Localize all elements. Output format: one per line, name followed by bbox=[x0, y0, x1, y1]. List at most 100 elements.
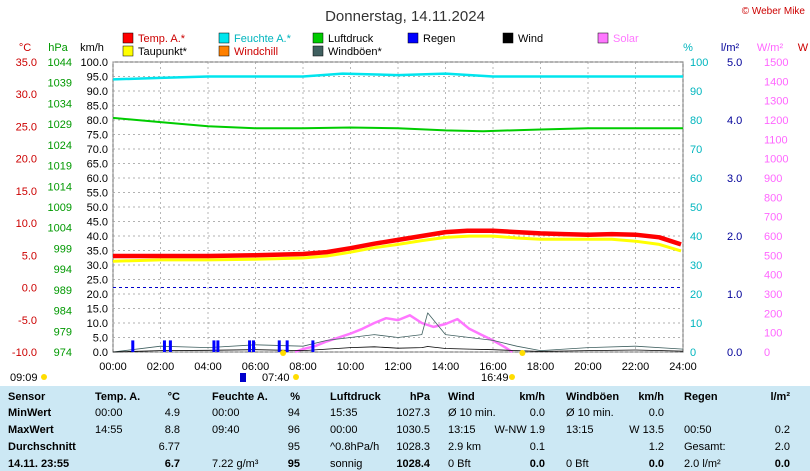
update-sun-icon bbox=[41, 374, 47, 380]
stats-header: Windböen bbox=[566, 391, 620, 403]
stats-cell: W-NW 1.9 bbox=[494, 424, 545, 436]
stats-header: Temp. A. bbox=[95, 391, 141, 403]
tick-label-pressure: 1004 bbox=[48, 223, 72, 235]
tick-label-wind: 25.0 bbox=[87, 275, 108, 287]
stats-cell: 0.0 bbox=[648, 458, 664, 470]
stats-cell: 13:15 bbox=[448, 424, 476, 436]
tick-label-wind: 50.0 bbox=[87, 202, 108, 214]
tick-label-wind: 10.0 bbox=[87, 318, 108, 330]
tick-label-pressure: 1039 bbox=[48, 78, 72, 90]
tick-label-solar: 300 bbox=[764, 289, 782, 301]
stats-header: l/m² bbox=[770, 391, 790, 403]
tick-label-humidity: 40 bbox=[690, 231, 702, 243]
stats-cell: 0.1 bbox=[529, 441, 545, 453]
tick-label-time: 24:00 bbox=[669, 361, 697, 373]
tick-label-wind: 35.0 bbox=[87, 246, 108, 258]
tick-label-pressure: 989 bbox=[54, 285, 72, 297]
rain-bar bbox=[277, 340, 281, 352]
tick-label-wind: 85.0 bbox=[87, 101, 108, 113]
sunrise-label: 07:40 bbox=[262, 372, 290, 384]
tick-label-wind: 75.0 bbox=[87, 130, 108, 142]
stats-header: Sensor bbox=[8, 391, 46, 403]
tick-label-pressure: 999 bbox=[54, 243, 72, 255]
stats-cell: ^0.8hPa/h bbox=[330, 441, 380, 453]
legend: Temp. A.* Feuchte A.* Luftdruck Regen Wind So… bbox=[122, 32, 639, 58]
tick-label-wind: 80.0 bbox=[87, 115, 108, 127]
axis-unit-solar: W/m² bbox=[757, 42, 784, 54]
stats-cell: Ø 10 min. bbox=[566, 407, 614, 419]
tick-label-rain: 4.0 bbox=[727, 115, 742, 127]
stats-cell: 2.0 bbox=[774, 441, 790, 453]
axis-unit-humidity: % bbox=[683, 42, 693, 54]
stats-cell: Gesamt: bbox=[684, 441, 726, 453]
tick-label-solar: 1200 bbox=[764, 115, 788, 127]
stats-cell: 96 bbox=[287, 424, 300, 436]
stats-cell: 09:40 bbox=[212, 424, 240, 436]
stats-cell: W 13.5 bbox=[629, 424, 664, 436]
tick-label-rain: 3.0 bbox=[727, 173, 742, 185]
stats-cell: 94 bbox=[287, 407, 300, 419]
tick-label-humidity: 50 bbox=[690, 202, 702, 214]
rain-bar bbox=[252, 340, 256, 352]
tick-label-solar: 100 bbox=[764, 328, 782, 340]
tick-label-wind: 55.0 bbox=[87, 188, 108, 200]
stats-cell: 0 Bft bbox=[566, 458, 589, 470]
sunrise-sun-icon bbox=[293, 374, 299, 380]
tick-label-wind: 65.0 bbox=[87, 159, 108, 171]
tick-label-wind: 20.0 bbox=[87, 289, 108, 301]
stats-cell: 1.2 bbox=[648, 441, 664, 453]
tick-label-rain: 0.0 bbox=[727, 347, 742, 359]
tick-label-rain: 2.0 bbox=[727, 231, 742, 243]
grid bbox=[112, 61, 684, 353]
stats-cell: 0.0 bbox=[529, 407, 545, 419]
tick-label-time: 22:00 bbox=[622, 361, 650, 373]
tick-label-wind: 15.0 bbox=[87, 304, 108, 316]
sunrise-icon bbox=[280, 350, 287, 356]
tick-label-wind: 90.0 bbox=[87, 86, 108, 98]
tick-label-time: 14:00 bbox=[432, 361, 460, 373]
stats-table: Sensor Temp. A. °C Feuchte A.% Luftdruck hPa W… bbox=[0, 386, 810, 471]
axis-unit-rain: l/m² bbox=[721, 42, 740, 54]
tick-label-pressure: 1024 bbox=[48, 140, 72, 152]
stats-cell: 00:00 bbox=[330, 424, 358, 436]
stats-header: Feuchte A. bbox=[212, 391, 268, 403]
weather-chart: Donnerstag, 14.11.2024 © Weber Mike Temp… bbox=[10, 6, 809, 384]
legend-swatch bbox=[312, 32, 324, 44]
tick-label-humidity: 20 bbox=[690, 289, 702, 301]
tick-label-time: 16:00 bbox=[479, 361, 507, 373]
tick-label-wind: 60.0 bbox=[87, 173, 108, 185]
tick-label-time: 02:00 bbox=[147, 361, 175, 373]
sunset-label: 16:49 bbox=[481, 372, 509, 384]
legend-swatch bbox=[122, 32, 134, 44]
stats-cell: 00:50 bbox=[684, 424, 712, 436]
stats-header: hPa bbox=[409, 391, 430, 403]
stats-cell: 2.0 l/m² bbox=[684, 458, 721, 470]
tick-label-temp: 30.0 bbox=[16, 89, 37, 101]
rain-bar bbox=[216, 340, 220, 352]
stats-cell: 1030.5 bbox=[396, 424, 430, 436]
tick-label-pressure: 1009 bbox=[48, 202, 72, 214]
tick-label-solar: 400 bbox=[764, 270, 782, 282]
stats-row-label: MaxWert bbox=[8, 424, 54, 436]
stats-cell: 00:00 bbox=[212, 407, 240, 419]
tick-label-time: 08:00 bbox=[289, 361, 317, 373]
legend-label: Taupunkt* bbox=[138, 46, 188, 58]
tick-label-pressure: 1014 bbox=[48, 181, 72, 193]
tick-label-temp: 20.0 bbox=[16, 154, 37, 166]
tick-label-solar: 0 bbox=[764, 347, 770, 359]
tick-label-temp: 25.0 bbox=[16, 121, 37, 133]
tick-label-solar: 200 bbox=[764, 308, 782, 320]
tick-label-wind: 5.0 bbox=[93, 333, 108, 345]
tick-label-pressure: 1044 bbox=[48, 57, 72, 69]
tick-label-wind: 45.0 bbox=[87, 217, 108, 229]
tick-label-pressure: 1019 bbox=[48, 161, 72, 173]
stats-cell: 7.22 g/m³ bbox=[212, 458, 259, 470]
legend-label: Windchill bbox=[234, 46, 278, 58]
stats-cell: 2.9 km bbox=[448, 441, 482, 453]
tick-label-humidity: 90 bbox=[690, 86, 702, 98]
stats-cell: 95 bbox=[287, 458, 300, 470]
tick-label-time: 12:00 bbox=[384, 361, 412, 373]
legend-swatch bbox=[122, 45, 134, 57]
sunset-icon bbox=[519, 350, 526, 356]
tick-label-pressure: 1029 bbox=[48, 119, 72, 131]
